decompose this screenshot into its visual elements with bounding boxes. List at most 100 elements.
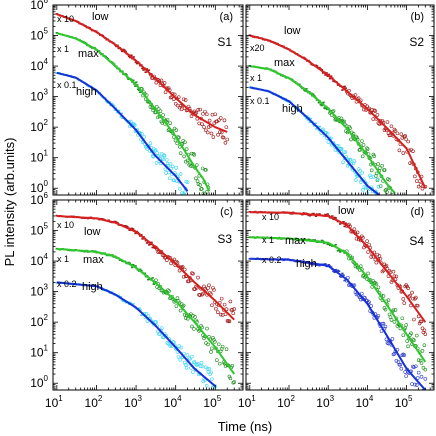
data-point bbox=[337, 249, 341, 252]
data-point bbox=[317, 101, 321, 104]
data-point bbox=[187, 356, 192, 361]
data-point bbox=[204, 168, 208, 172]
series-low-multiplier: x 10 bbox=[57, 14, 74, 24]
data-point bbox=[128, 119, 133, 124]
data-point bbox=[368, 173, 372, 178]
data-point bbox=[197, 121, 201, 126]
data-point bbox=[423, 367, 428, 372]
panel-letter: (a) bbox=[220, 11, 233, 23]
data-point bbox=[151, 154, 156, 159]
y-tick-label: 102 bbox=[30, 118, 48, 134]
data-point bbox=[332, 270, 335, 273]
data-point bbox=[181, 195, 184, 198]
y-tick-label: 101 bbox=[30, 149, 48, 165]
data-point bbox=[360, 139, 364, 143]
data-point bbox=[418, 395, 421, 398]
data-point bbox=[193, 315, 197, 319]
data-point bbox=[334, 268, 337, 271]
data-point bbox=[376, 285, 381, 290]
data-point bbox=[214, 306, 218, 311]
data-point bbox=[312, 212, 315, 215]
data-point bbox=[128, 229, 131, 232]
data-point bbox=[200, 364, 205, 369]
data-point bbox=[194, 362, 199, 367]
data-point bbox=[219, 296, 224, 301]
plot-area bbox=[55, 13, 230, 206]
data-point bbox=[343, 85, 346, 88]
data-point bbox=[322, 101, 325, 104]
data-point bbox=[423, 398, 426, 401]
panel-letter: (b) bbox=[411, 11, 424, 23]
data-point bbox=[308, 121, 311, 123]
data-point bbox=[304, 90, 307, 92]
data-point bbox=[313, 239, 316, 241]
y-tick-label: 103 bbox=[30, 88, 48, 104]
series-high-multiplier: x 0.1 bbox=[250, 96, 270, 106]
data-point bbox=[134, 85, 137, 87]
data-point bbox=[192, 153, 197, 157]
data-point bbox=[416, 184, 421, 189]
data-point bbox=[194, 110, 199, 115]
data-point bbox=[399, 132, 404, 136]
data-point bbox=[170, 164, 175, 169]
data-point bbox=[220, 313, 225, 317]
data-point bbox=[185, 203, 188, 206]
data-point bbox=[189, 164, 193, 168]
data-point bbox=[343, 279, 346, 282]
sample-label: S4 bbox=[409, 234, 424, 248]
data-point bbox=[224, 347, 229, 352]
y-tick-label: 106 bbox=[30, 191, 48, 207]
data-point bbox=[165, 258, 169, 263]
data-point bbox=[416, 370, 421, 375]
data-point bbox=[183, 140, 187, 145]
x-tick-label: 102 bbox=[277, 394, 295, 410]
data-point bbox=[130, 54, 133, 57]
data-point bbox=[411, 149, 415, 154]
data-point bbox=[217, 361, 222, 366]
series-low-fit-line bbox=[249, 34, 427, 189]
data-point bbox=[315, 128, 318, 130]
data-point bbox=[132, 228, 135, 230]
data-point bbox=[365, 239, 369, 244]
data-point bbox=[228, 376, 233, 381]
data-point bbox=[132, 303, 135, 305]
data-point bbox=[209, 370, 213, 375]
y-tick-label: 101 bbox=[30, 344, 48, 360]
data-point bbox=[385, 120, 390, 124]
data-point bbox=[403, 326, 408, 330]
plot-area bbox=[248, 34, 428, 198]
data-point bbox=[186, 316, 190, 321]
series-max-multiplier: x 1 bbox=[57, 254, 69, 264]
data-point bbox=[302, 212, 305, 214]
data-point bbox=[391, 308, 396, 312]
data-point bbox=[355, 230, 360, 235]
data-point bbox=[149, 243, 152, 246]
plot-area bbox=[248, 210, 428, 401]
data-point bbox=[183, 190, 187, 195]
data-point bbox=[423, 377, 428, 381]
data-point bbox=[228, 299, 233, 304]
data-point bbox=[207, 367, 212, 371]
data-point bbox=[403, 134, 408, 138]
data-point bbox=[423, 195, 426, 198]
data-point bbox=[353, 93, 358, 97]
data-point bbox=[210, 346, 214, 351]
data-point bbox=[311, 263, 314, 266]
data-point bbox=[204, 128, 208, 133]
data-point bbox=[198, 293, 202, 297]
data-point bbox=[366, 271, 370, 276]
data-point bbox=[342, 221, 345, 223]
series-low-label: low bbox=[338, 205, 355, 217]
data-point bbox=[175, 296, 180, 300]
data-point bbox=[216, 310, 220, 315]
series-max-label: max bbox=[285, 235, 306, 247]
data-point bbox=[225, 137, 230, 142]
data-point bbox=[402, 134, 407, 139]
data-point bbox=[342, 274, 345, 276]
data-point bbox=[392, 320, 397, 324]
series-max-label: max bbox=[83, 254, 104, 266]
series-high-fit-line bbox=[249, 257, 427, 390]
data-point bbox=[231, 311, 236, 315]
data-point bbox=[408, 161, 412, 165]
